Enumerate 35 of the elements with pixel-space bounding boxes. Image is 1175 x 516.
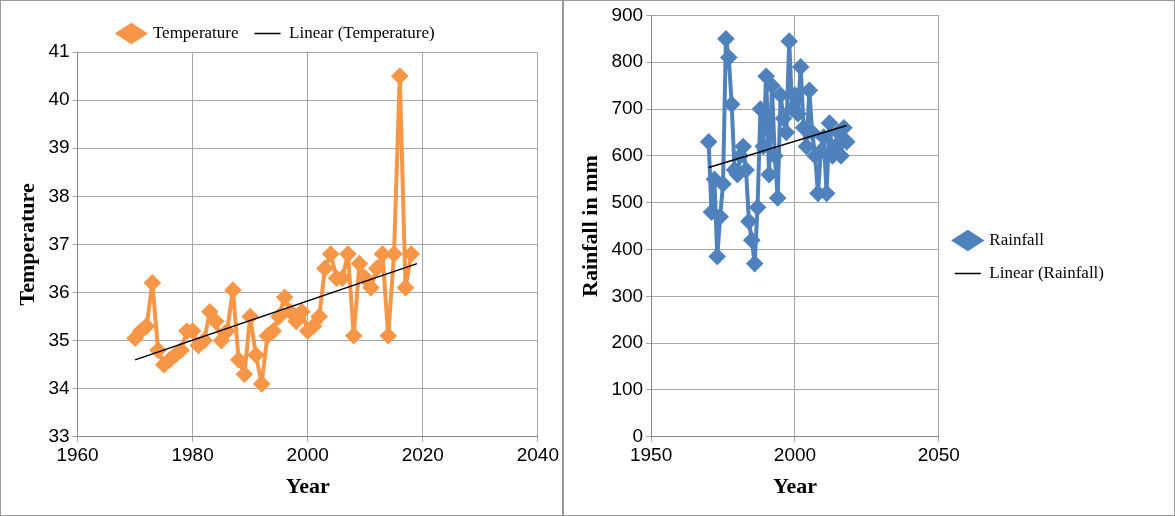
legend-label: Linear (Rainfall) bbox=[989, 262, 1105, 282]
legend-label: Temperature bbox=[152, 22, 239, 42]
y-tick-label: 37 bbox=[48, 232, 70, 254]
y-tick-label: 900 bbox=[611, 3, 644, 25]
y-tick-label: 100 bbox=[611, 378, 644, 400]
y-tick-label: 300 bbox=[611, 284, 644, 306]
x-tick-label: 2000 bbox=[773, 444, 817, 466]
y-tick-label: 500 bbox=[611, 190, 644, 212]
y-tick-label: 39 bbox=[48, 136, 70, 158]
x-tick-label: 1960 bbox=[56, 444, 99, 466]
y-tick-label: 700 bbox=[611, 97, 644, 119]
y-tick-label: 33 bbox=[48, 425, 70, 447]
y-tick-label: 34 bbox=[48, 376, 70, 398]
y-tick-label: 35 bbox=[48, 328, 70, 350]
y-axis-title: Rainfall in mm bbox=[576, 155, 602, 297]
x-tick-label: 2040 bbox=[516, 444, 560, 466]
y-tick-label: 40 bbox=[48, 88, 70, 110]
y-tick-label: 36 bbox=[48, 280, 70, 302]
x-tick-label: 1950 bbox=[629, 444, 673, 466]
x-tick-label: 2020 bbox=[401, 444, 444, 466]
x-tick-label: 1980 bbox=[171, 444, 214, 466]
x-tick-label: 2000 bbox=[286, 444, 329, 466]
y-tick-label: 41 bbox=[48, 40, 70, 62]
y-axis-title: Temperature bbox=[13, 183, 39, 306]
x-tick-label: 2050 bbox=[917, 444, 960, 466]
legend-label: Rainfall bbox=[989, 229, 1045, 249]
y-tick-label: 0 bbox=[632, 425, 644, 447]
legend-label: Linear (Temperature) bbox=[289, 22, 435, 42]
y-tick-label: 400 bbox=[611, 237, 644, 259]
y-tick-label: 38 bbox=[48, 184, 70, 206]
x-axis-title: Year bbox=[772, 473, 818, 499]
y-tick-label: 800 bbox=[611, 50, 644, 72]
x-axis-title: Year bbox=[285, 473, 330, 499]
y-tick-label: 600 bbox=[611, 144, 644, 166]
y-tick-label: 200 bbox=[611, 331, 644, 353]
